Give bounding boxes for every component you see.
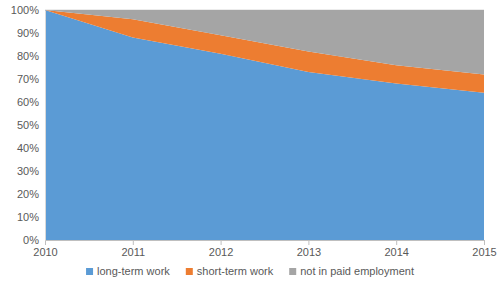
plot: 2010 2011 2012 2013 2014 2015 0% 10% 20% 30% 40% 50… (11, 4, 497, 258)
tick-label: 100% (11, 4, 39, 16)
tick-label: 60% (17, 96, 39, 108)
tick-label: 40% (17, 142, 39, 154)
tick: 2013 (297, 240, 321, 258)
y-axis: 0% 10% 20% 30% 40% 50% 60% 70% 80% 90% 100% (11, 4, 46, 246)
axis-line (46, 240, 485, 241)
tick-label: 30% (17, 165, 39, 177)
tick-mark (45, 240, 46, 245)
legend: long-term work short-term work not in paid… (86, 265, 414, 277)
legend-label: long-term work (97, 265, 170, 277)
tick-mark (484, 240, 485, 245)
tick: 20% (17, 188, 45, 200)
tick-label: 2010 (33, 246, 57, 258)
tick-label: 10% (17, 211, 39, 223)
tick-label: 2015 (472, 246, 496, 258)
tick-mark (396, 240, 397, 245)
legend-swatch (86, 268, 93, 275)
legend-swatch (289, 268, 296, 275)
area (45, 10, 484, 93)
x-axis: 2010 2011 2012 2013 2014 2015 (33, 240, 496, 258)
legend-item: long-term work (86, 265, 170, 277)
tick: 0% (23, 234, 45, 246)
tick-label: 20% (17, 188, 39, 200)
tick: 2011 (121, 240, 145, 258)
tick-label: 2014 (384, 246, 408, 258)
tick: 80% (17, 50, 45, 62)
tick: 2014 (384, 240, 408, 258)
tick: 50% (17, 119, 45, 131)
legend-label: short-term work (197, 265, 274, 277)
tick-label: 2012 (209, 246, 233, 258)
legend-label: not in paid employment (300, 265, 414, 277)
tick: 10% (17, 211, 45, 223)
tick-mark (221, 240, 222, 245)
tick-label: 80% (17, 50, 39, 62)
chart: 2010 2011 2012 2013 2014 2015 0% 10% 20% 30% 40% 50… (0, 0, 500, 290)
tick: 60% (17, 96, 45, 108)
grid (45, 10, 484, 240)
tick-label: 90% (17, 27, 39, 39)
axis-line (45, 11, 46, 241)
tick-mark (133, 240, 134, 245)
legend-item: not in paid employment (289, 265, 414, 277)
tick: 30% (17, 165, 45, 177)
area (45, 10, 484, 74)
tick-label: 0% (23, 234, 39, 246)
tick-mark (308, 240, 309, 245)
tick: 90% (17, 27, 45, 39)
tick-label: 2013 (297, 246, 321, 258)
legend-item: short-term work (186, 265, 274, 277)
areas (45, 10, 484, 240)
tick-label: 50% (17, 119, 39, 131)
area (45, 10, 484, 240)
tick: 2015 (472, 240, 496, 258)
tick-label: 70% (17, 73, 39, 85)
tick: 2012 (209, 240, 233, 258)
tick-label: 2011 (121, 246, 145, 258)
tick: 100% (11, 4, 45, 16)
tick: 40% (17, 142, 45, 154)
legend-swatch (186, 268, 193, 275)
tick: 70% (17, 73, 45, 85)
